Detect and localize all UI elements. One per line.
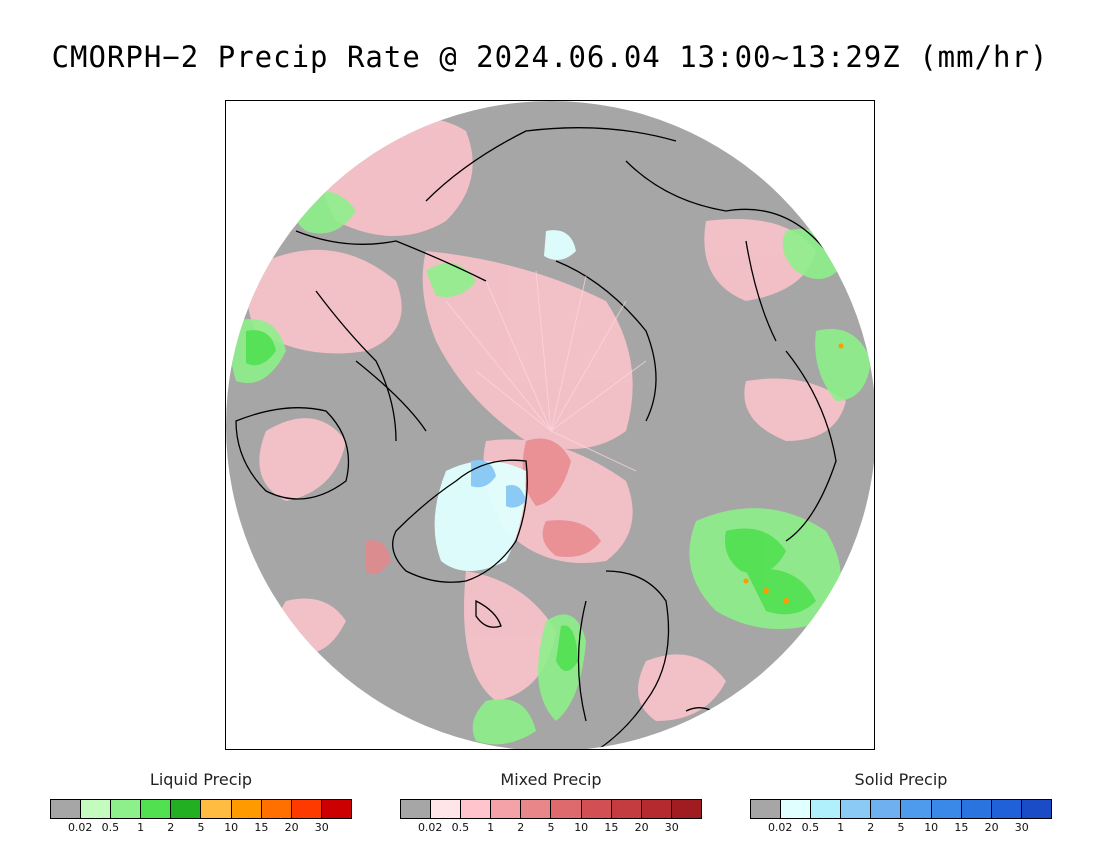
solid-precip-areas [434,230,576,571]
legend-swatch [461,800,492,818]
legend-tick-label: 30 [664,821,679,834]
legend-solid-ticks: 0.02 0.5 1 2 5 10 15 20 30 [750,821,1052,835]
liquid-precip-heavier [246,330,816,671]
map-title: CMORPH−2 Precip Rate @ 2024.06.04 13:00~… [51,40,1049,74]
legend-swatch [751,800,782,818]
legend-swatch [201,800,232,818]
legend-tick-label: 0.02 [417,821,443,834]
legend-swatch [171,800,202,818]
legend-swatch [491,800,522,818]
legend-solid: Solid Precip 0.02 0.5 1 2 5 10 15 20 30 [750,770,1052,835]
legend-tick-label: 0.5 [801,821,820,834]
legend-liquid-ticks: 0.02 0.5 1 2 5 10 15 20 30 [50,821,352,835]
mixed-precip-heavier [366,438,601,575]
legend-tick-label: 20 [284,821,299,834]
legend-swatch [111,800,142,818]
legend-tick-label: 5 [197,821,205,834]
liquid-precip-intense [743,343,844,604]
legend-tick-label: 30 [1014,821,1029,834]
legend-solid-swatches [750,799,1052,819]
legend-tick-label: 20 [984,821,999,834]
legend-swatch [781,800,812,818]
legend-swatch [901,800,932,818]
legend-tick-label: 15 [954,821,969,834]
legend-swatch [641,800,672,818]
legend-swatch [671,800,701,818]
legend-swatch [141,800,172,818]
legend-mixed-swatches [400,799,702,819]
legend-tick-label: 5 [547,821,555,834]
legend-tick-label: 15 [254,821,269,834]
legend-swatch [581,800,612,818]
legend-tick-label: 2 [867,821,875,834]
polar-precip-map[interactable] [225,100,875,750]
map-canvas [226,101,874,749]
legend-swatch [401,800,432,818]
legend-swatch [51,800,82,818]
legend-swatch [961,800,992,818]
legend-liquid: Liquid Precip 0.02 0.5 1 2 5 10 15 20 30 [50,770,352,835]
legend-tick-label: 2 [517,821,525,834]
legend-swatch [611,800,642,818]
legend-swatch [431,800,462,818]
legend-tick-label: 2 [167,821,175,834]
solid-precip-heavier [471,460,526,508]
legend-liquid-swatches [50,799,352,819]
legend-swatch [931,800,962,818]
legend-tick-label: 1 [137,821,145,834]
legend-mixed-ticks: 0.02 0.5 1 2 5 10 15 20 30 [400,821,702,835]
legend-tick-label: 0.5 [451,821,470,834]
legend-liquid-title: Liquid Precip [149,770,253,789]
legend-tick-label: 10 [574,821,589,834]
legend-tick-label: 0.02 [767,821,793,834]
legend-tick-label: 20 [634,821,649,834]
legend-swatch [841,800,872,818]
legend-tick-label: 10 [224,821,239,834]
coastlines [235,127,837,749]
legend-tick-label: 1 [487,821,495,834]
legend-swatch [991,800,1022,818]
legend-tick-label: 0.02 [67,821,93,834]
legend-swatch [231,800,262,818]
legend-tick-label: 0.5 [101,821,120,834]
legend-swatch [291,800,322,818]
legend-swatch [81,800,112,818]
legend-swatch [521,800,552,818]
legend-tick-label: 15 [604,821,619,834]
legend-tick-label: 30 [314,821,329,834]
legend-tick-label: 5 [897,821,905,834]
legend-swatch [1021,800,1051,818]
legend-swatch [551,800,582,818]
mixed-precip-areas [248,115,846,721]
legend-swatch [321,800,351,818]
legend-mixed: Mixed Precip 0.02 0.5 1 2 5 10 15 20 30 [400,770,702,835]
pole-streaks [445,270,647,472]
legend-tick-label: 10 [924,821,939,834]
legend-swatch [871,800,902,818]
legend-tick-label: 1 [837,821,845,834]
legend-swatch [261,800,292,818]
legend-swatch [811,800,842,818]
legend-solid-title: Solid Precip [854,770,948,789]
legend-mixed-title: Mixed Precip [500,770,602,789]
